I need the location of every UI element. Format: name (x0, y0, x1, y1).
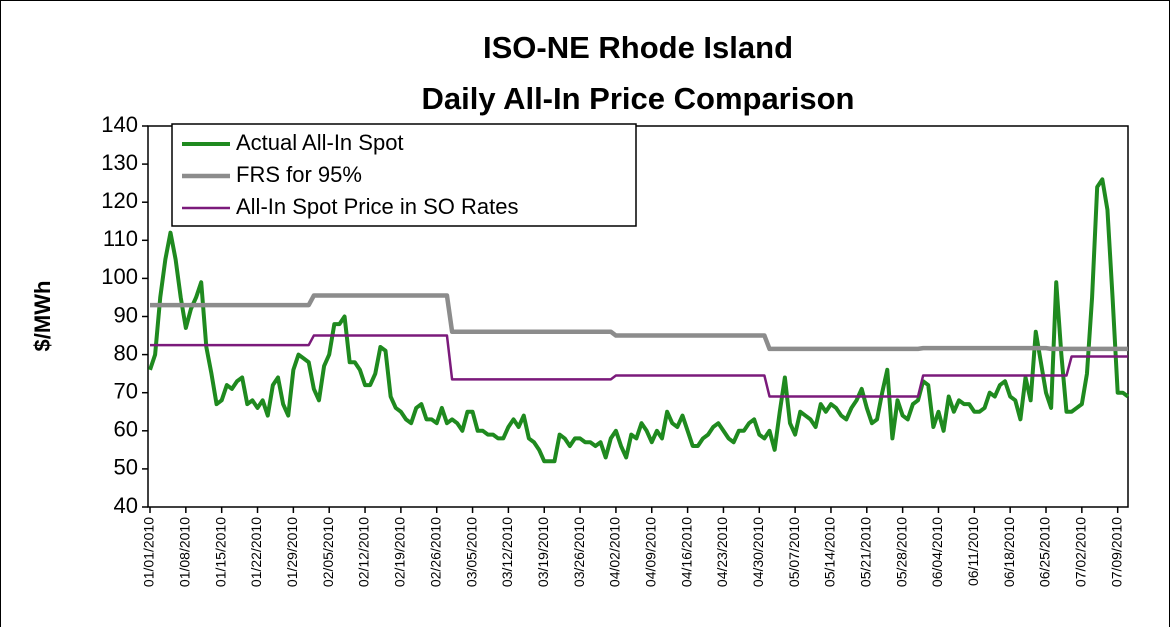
x-tick-label: 05/07/2010 (786, 517, 802, 587)
series-line (150, 334, 1128, 398)
x-tick-label: 06/04/2010 (929, 517, 945, 587)
x-tick-label: 04/02/2010 (607, 517, 623, 587)
legend-box (171, 123, 637, 227)
chart-title: Daily All-In Price Comparison (422, 81, 855, 116)
y-tick-label: 40 (114, 493, 138, 518)
y-tick-label: 60 (114, 417, 138, 442)
x-tick-label: 01/29/2010 (284, 517, 300, 587)
series-line (148, 177, 1130, 464)
x-tick-label: 06/25/2010 (1037, 517, 1053, 587)
x-tick-label: 02/19/2010 (392, 517, 408, 587)
x-tick-label: 07/02/2010 (1073, 517, 1089, 587)
y-tick-label: 70 (114, 379, 138, 404)
series-line (150, 293, 1128, 352)
x-tick-label: 04/09/2010 (642, 517, 658, 587)
chart-title: ISO-NE Rhode Island (483, 30, 793, 65)
x-tick-label: 01/01/2010 (141, 517, 157, 587)
y-tick-label: 100 (101, 264, 138, 289)
x-tick-label: 05/28/2010 (893, 517, 909, 587)
x-tick-label: 06/11/2010 (965, 517, 981, 586)
y-tick-label: 110 (103, 226, 138, 251)
x-tick-label: 04/30/2010 (750, 517, 766, 587)
x-tick-label: 03/12/2010 (499, 517, 515, 587)
x-tick-label: 01/08/2010 (177, 517, 193, 587)
x-tick-label: 02/12/2010 (356, 517, 372, 587)
x-tick-label: 05/21/2010 (858, 517, 874, 587)
y-tick-label: 130 (101, 150, 138, 175)
x-tick-label: 07/09/2010 (1108, 517, 1124, 587)
x-tick-label: 04/23/2010 (714, 517, 730, 587)
legend-label: All-In Spot Price in SO Rates (236, 194, 518, 219)
x-tick-label: 06/18/2010 (1001, 517, 1017, 587)
x-tick-label: 04/16/2010 (678, 517, 694, 587)
x-tick-label: 02/26/2010 (427, 517, 443, 587)
y-tick-label: 140 (101, 112, 138, 137)
y-tick-label: 80 (114, 340, 138, 365)
y-axis-label: $/MWh (30, 281, 55, 352)
x-tick-label: 01/22/2010 (248, 517, 264, 587)
x-tick-label: 03/19/2010 (535, 517, 551, 587)
legend-label: FRS for 95% (236, 162, 362, 187)
x-tick-label: 03/26/2010 (571, 517, 587, 587)
x-tick-label: 02/05/2010 (320, 517, 336, 587)
y-tick-label: 90 (114, 302, 138, 327)
y-tick-label: 50 (114, 455, 138, 480)
x-tick-label: 01/15/2010 (212, 517, 228, 587)
x-tick-label: 05/14/2010 (822, 517, 838, 587)
x-tick-label: 03/05/2010 (463, 517, 479, 587)
legend-label: Actual All-In Spot (236, 130, 404, 155)
y-tick-label: 120 (101, 188, 138, 213)
